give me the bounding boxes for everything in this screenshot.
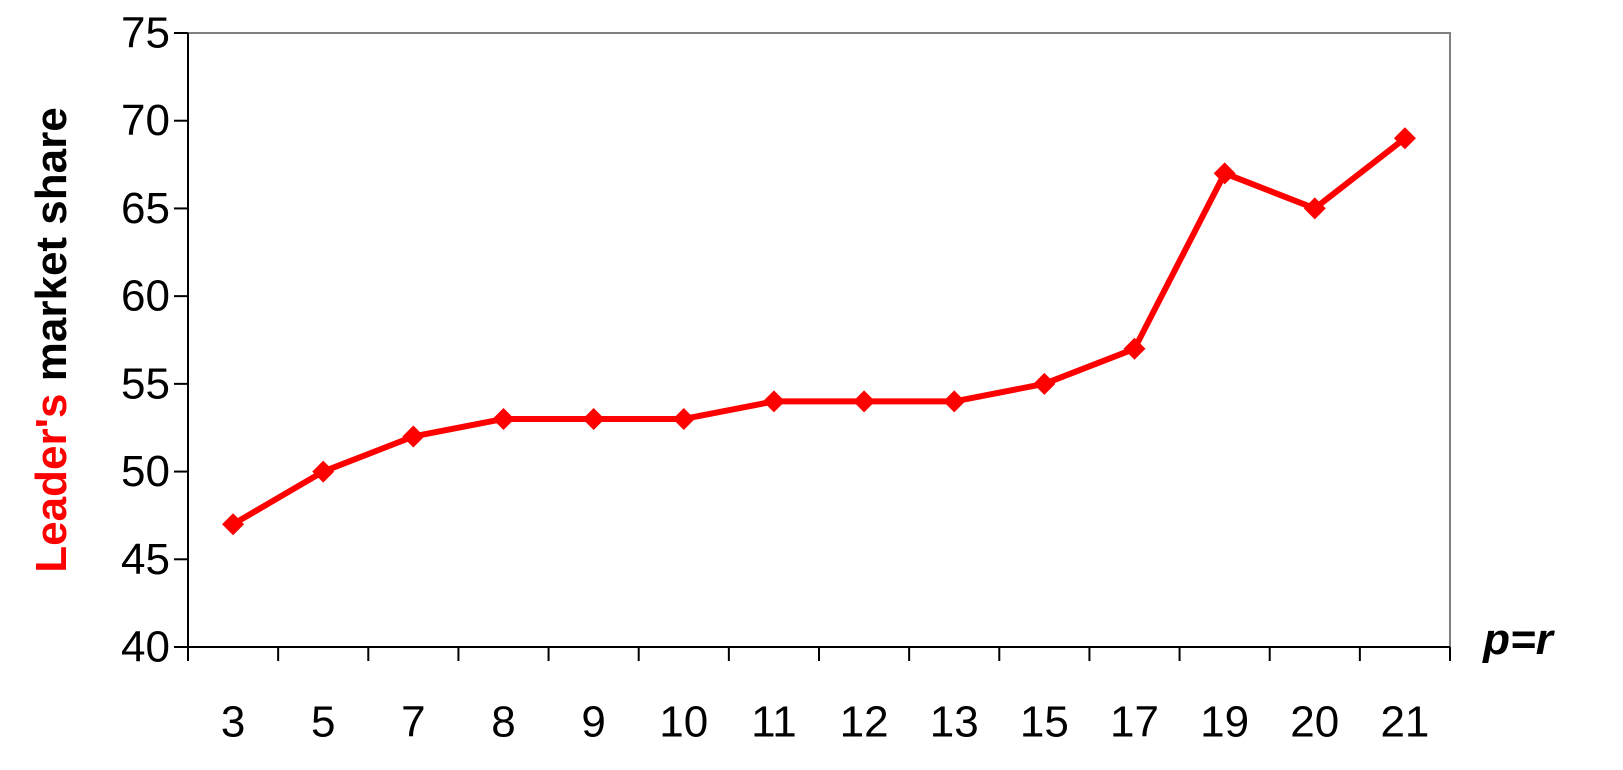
y-tick-label: 65 (121, 184, 170, 233)
y-tick-label: 75 (121, 9, 170, 58)
data-point-marker (312, 460, 335, 483)
data-point-marker (222, 513, 245, 536)
y-tick-label: 60 (121, 272, 170, 321)
data-point-marker (1393, 127, 1416, 150)
y-axis-ticks: 40 45 50 55 60 65 70 75 (121, 9, 188, 672)
data-point-marker (492, 407, 515, 430)
data-point-marker (402, 425, 425, 448)
data-point-marker (1303, 197, 1326, 220)
data-point-marker (1033, 372, 1056, 395)
x-tick-label: 8 (491, 698, 515, 747)
x-tick-label: 20 (1290, 698, 1339, 747)
x-tick-label: 15 (1020, 698, 1069, 747)
y-tick-label: 40 (121, 623, 170, 672)
x-tick-label: 7 (401, 698, 425, 747)
data-point-marker (582, 407, 605, 430)
y-axis-label-highlight: Leader's (27, 393, 76, 572)
data-point-marker (853, 390, 876, 413)
x-tick-label: 17 (1110, 698, 1159, 747)
x-tick-label: 21 (1380, 698, 1429, 747)
plot-border (187, 32, 1451, 648)
y-tick-label: 55 (121, 359, 170, 408)
y-axis-label-rest: market share (27, 107, 76, 393)
x-axis-label: p=r (1482, 615, 1556, 664)
y-axis-label: Leader's market share (27, 107, 76, 572)
x-tick-label: 11 (751, 698, 797, 747)
y-tick-label: 50 (121, 447, 170, 496)
x-tick-label: 3 (221, 698, 245, 747)
data-point-marker (1123, 337, 1146, 360)
series-layer (222, 127, 1416, 536)
x-tick-label: 12 (840, 698, 889, 747)
x-axis-ticks: 3 5 7 8 9 10 11 12 13 15 17 19 20 21 (187, 647, 1451, 747)
x-tick-label: 10 (659, 698, 708, 747)
data-point-marker (762, 390, 785, 413)
data-point-marker (672, 407, 695, 430)
x-tick-label: 9 (581, 698, 605, 747)
x-tick-label: 19 (1200, 698, 1249, 747)
data-point-marker (943, 390, 966, 413)
y-tick-label: 45 (121, 535, 170, 584)
x-tick-label: 5 (311, 698, 335, 747)
y-tick-label: 70 (121, 96, 170, 145)
data-point-marker (1213, 162, 1236, 185)
series-line (231, 135, 1407, 527)
x-tick-label: 13 (930, 698, 979, 747)
plot-area (187, 32, 1451, 648)
